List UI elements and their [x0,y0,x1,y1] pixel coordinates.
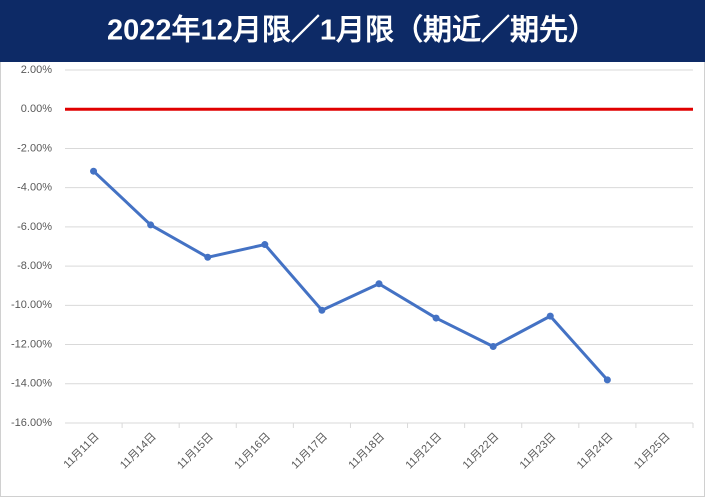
point [318,306,326,314]
point [147,221,155,229]
y-tick-label: 2.00% [21,64,52,76]
y-tick-label: -16.00% [11,417,52,429]
y-tick-label: -14.00% [11,378,52,390]
y-tick-label: -10.00% [11,299,52,311]
y-tick-label: -2.00% [17,142,52,154]
title-banner [0,0,705,62]
point [261,241,269,249]
point [375,280,383,288]
point [603,376,611,384]
y-tick-label: -6.00% [17,221,52,233]
point [489,343,497,351]
y-tick-label: 0.00% [21,103,52,115]
y-tick-label: -8.00% [17,260,52,272]
point [546,312,554,320]
point [90,167,98,175]
y-tick-label: -4.00% [17,182,52,194]
point [204,253,212,261]
line [92,170,609,381]
point [432,314,440,322]
y-tick-label: -12.00% [11,338,52,350]
chart-title: 2022年12月限／1月限（期近／期先） [107,13,597,47]
